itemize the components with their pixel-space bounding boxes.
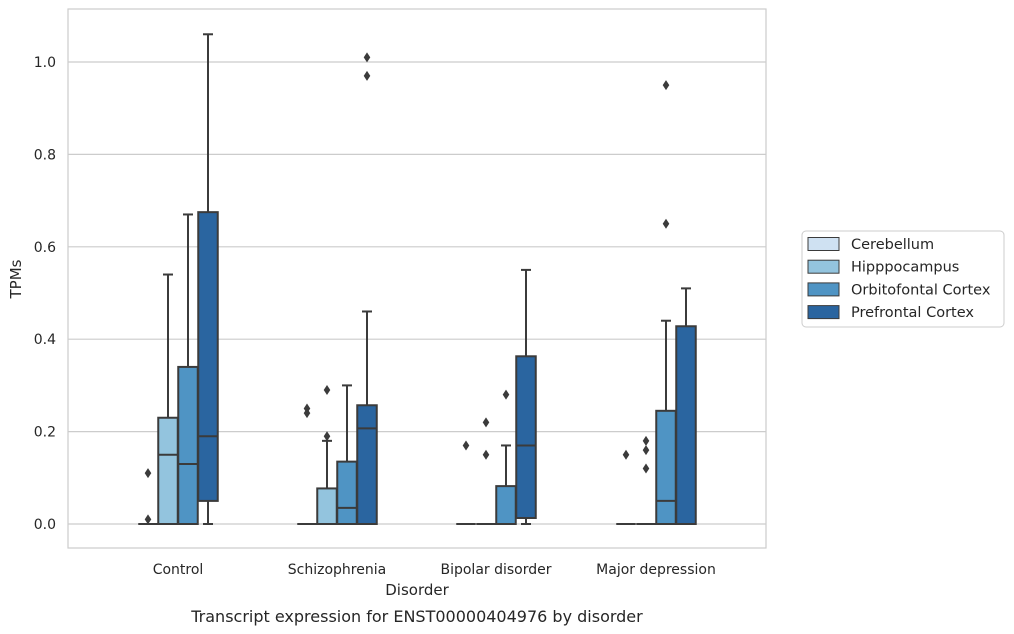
box-3-3 — [675, 287, 697, 525]
outlier-point — [144, 468, 152, 479]
x-tick-label: Schizophrenia — [288, 562, 386, 578]
outlier-point — [363, 70, 371, 81]
outlier-point — [323, 385, 331, 396]
outlier-point — [662, 218, 670, 229]
box-body — [177, 365, 199, 526]
outlier-point — [482, 449, 490, 460]
y-tick-label: 0.4 — [34, 332, 56, 348]
plot-frame — [67, 8, 767, 549]
outlier-point — [662, 80, 670, 91]
outlier-point — [363, 52, 371, 63]
box-0-3 — [616, 449, 636, 525]
legend-label: Cerebellum — [851, 237, 934, 253]
y-axis-title: TPMs — [7, 259, 25, 299]
box-body — [515, 355, 537, 519]
legend-label: Hipppocampus — [851, 260, 959, 276]
outlier-point — [642, 463, 650, 474]
outlier-point — [622, 449, 630, 460]
x-tick-labels: Control Schizophrenia Bipolar disorder Majo… — [153, 562, 716, 578]
box-body — [655, 409, 677, 525]
y-tick-label: 0.0 — [34, 517, 56, 533]
legend-swatch — [807, 282, 840, 297]
chart-caption: Transcript expression for ENST0000040497… — [190, 607, 643, 626]
box-3-2 — [515, 268, 537, 525]
box-0-2 — [456, 440, 476, 525]
box-body — [336, 460, 358, 526]
legend: Cerebellum Hipppocampus Orbitofontal Corte… — [801, 230, 1005, 328]
legend-frame — [801, 230, 1005, 328]
x-tick-label: Bipolar disorder — [440, 562, 551, 578]
box-2-0 — [177, 213, 199, 526]
legend-swatch — [807, 237, 840, 251]
box-0-1 — [297, 403, 317, 525]
y-tick-label: 0.8 — [34, 147, 56, 163]
box-1-0 — [157, 273, 179, 525]
legend-label: Prefrontal Cortex — [851, 305, 974, 321]
outlier-point — [642, 435, 650, 446]
box-body — [675, 325, 697, 525]
outlier-point — [502, 389, 510, 400]
box-body — [157, 416, 179, 525]
outlier-point — [462, 440, 470, 451]
box-3-0 — [197, 33, 219, 525]
x-tick-label: Control — [153, 562, 204, 578]
outlier-point — [642, 445, 650, 456]
box-2-2 — [495, 389, 517, 525]
x-axis-title: Disorder — [385, 581, 449, 599]
box-1-2 — [476, 417, 496, 525]
boxes — [138, 33, 697, 526]
box-2-3 — [655, 80, 677, 525]
box-2-1 — [336, 384, 358, 526]
x-tick-label: Major depression — [596, 562, 716, 578]
legend-swatch — [807, 305, 840, 320]
legend-label: Orbitofontal Cortex — [851, 282, 991, 298]
box-0-0 — [138, 468, 158, 525]
box-body — [316, 487, 338, 525]
box-1-1 — [316, 385, 338, 525]
box-body — [356, 404, 378, 525]
box-1-3 — [636, 435, 656, 525]
outlier-point — [323, 431, 331, 442]
legend-swatch — [807, 259, 840, 274]
outlier-point — [303, 408, 311, 419]
y-tick-label: 0.2 — [34, 425, 56, 441]
y-tick-label: 1.0 — [34, 55, 56, 71]
box-3-1 — [356, 52, 378, 525]
box-body — [197, 211, 219, 502]
y-tick-label: 0.6 — [34, 240, 56, 256]
y-tick-labels: 0.0 0.2 0.4 0.6 0.8 1.0 — [34, 55, 56, 533]
outlier-point — [482, 417, 490, 428]
box-body — [495, 485, 517, 525]
outlier-point — [144, 514, 152, 525]
